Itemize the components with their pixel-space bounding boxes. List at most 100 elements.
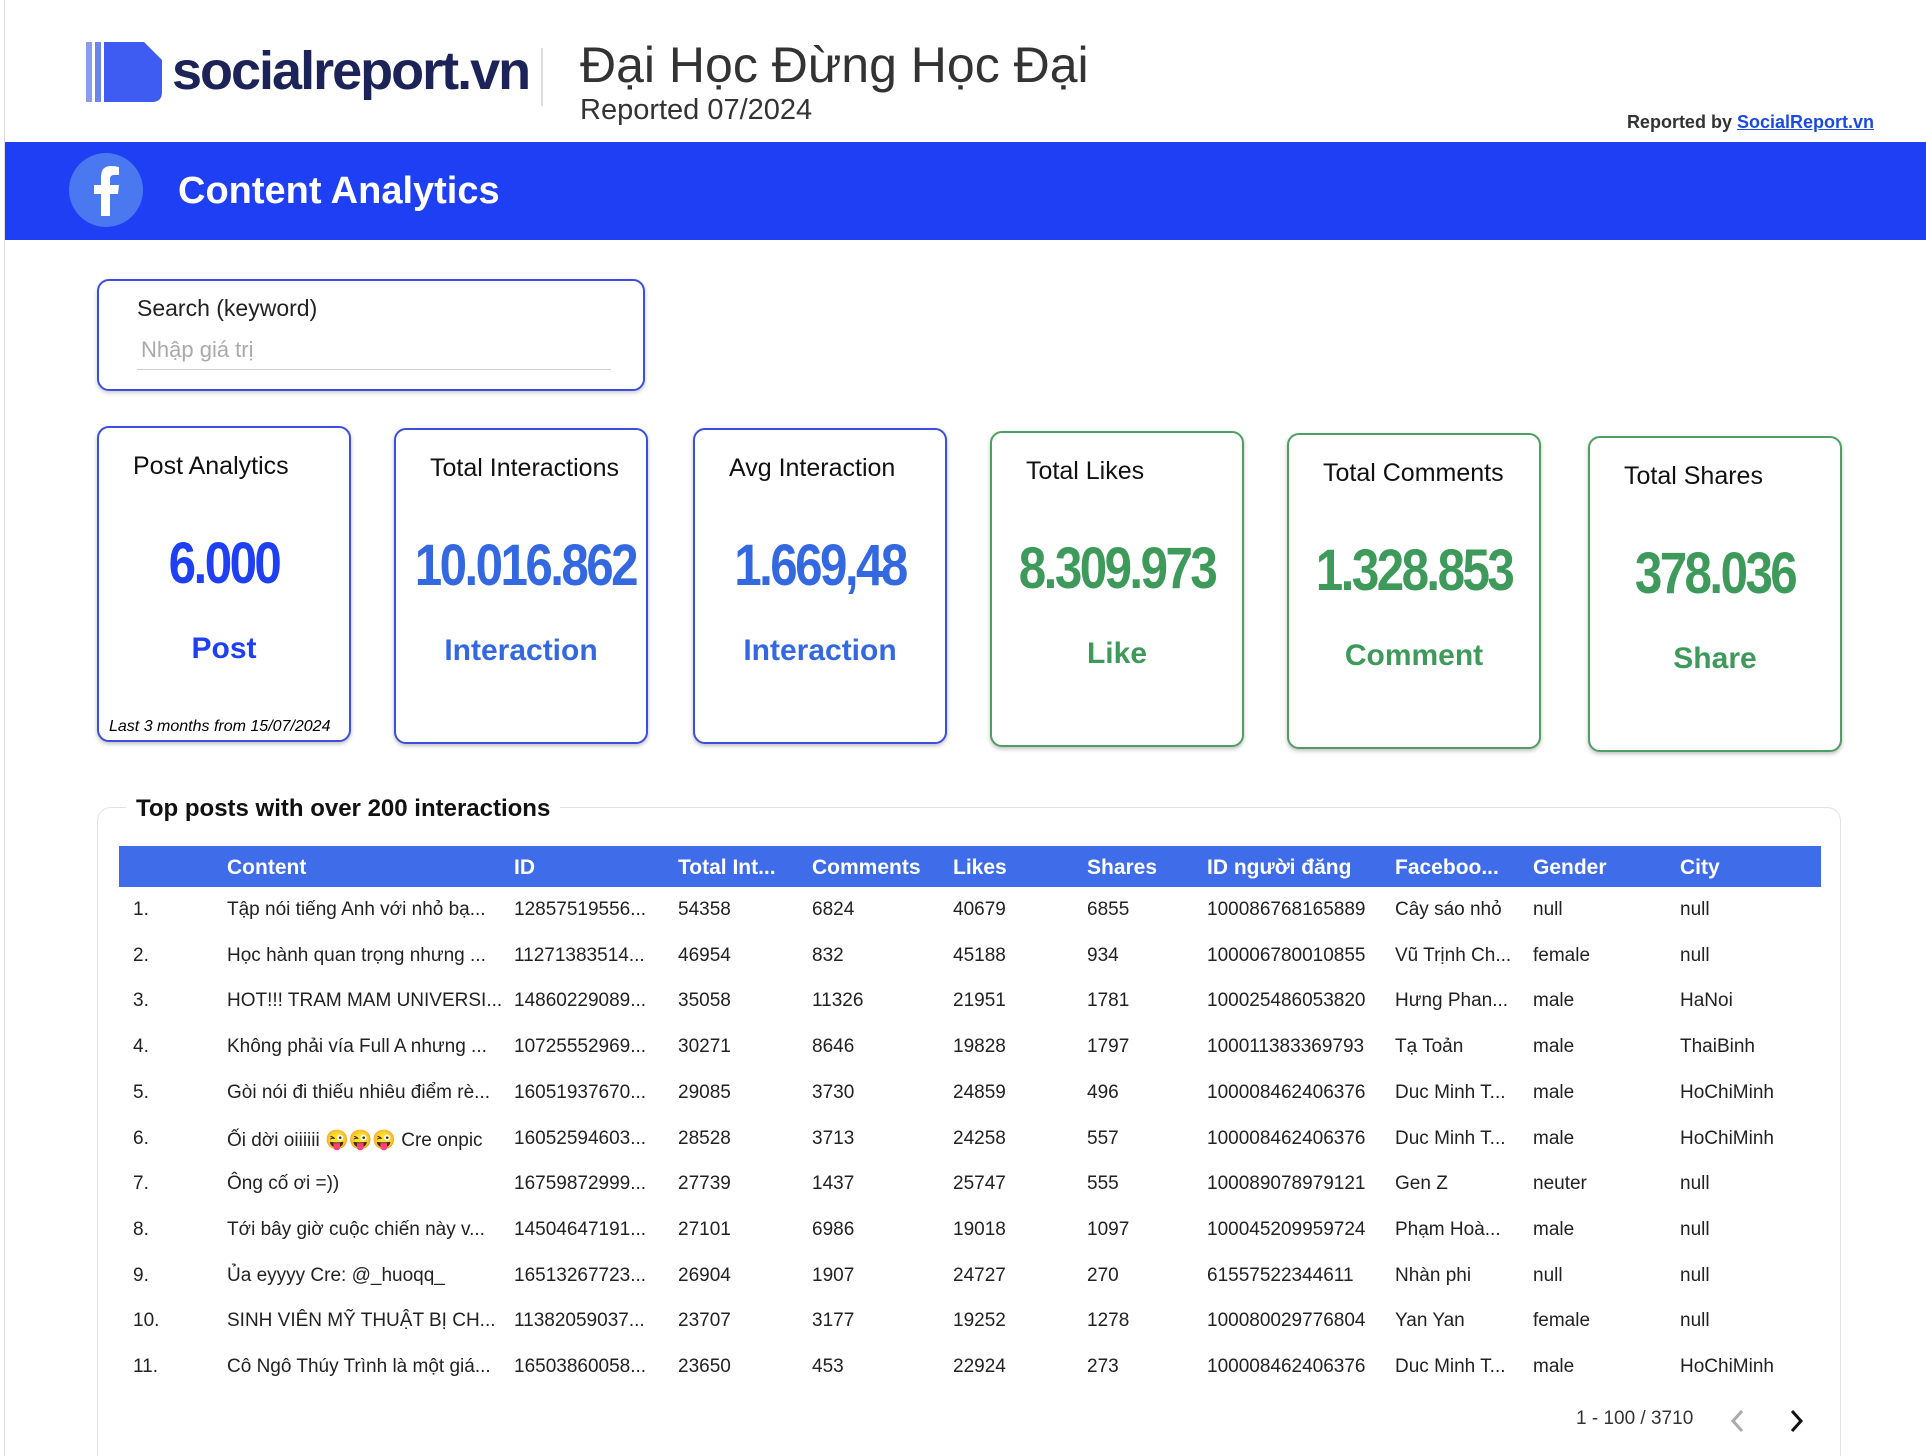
table-cell: Ủa eyyyy Cre: @_huoqq_ bbox=[227, 1264, 445, 1286]
kpi-card: Post Analytics 6.000 Post Last 3 months fro… bbox=[97, 426, 351, 742]
kpi-card: Total Shares 378.036 Share bbox=[1588, 436, 1842, 752]
table-cell: Yan Yan bbox=[1395, 1310, 1465, 1332]
table-cell: male bbox=[1533, 1356, 1575, 1377]
kpi-value: 1.328.853 bbox=[1315, 538, 1515, 603]
table-cell: 100089078979121 bbox=[1207, 1173, 1366, 1195]
table-cell: Vũ Trịnh Ch... bbox=[1395, 944, 1512, 966]
row-number: 11. bbox=[133, 1356, 159, 1377]
kpi-unit: Interaction bbox=[743, 634, 897, 667]
table-cell: Ối dời oiiiiii 😜😜😜 Cre onpic bbox=[227, 1129, 483, 1151]
table-cell: 27739 bbox=[678, 1173, 731, 1195]
table-cell: 8646 bbox=[812, 1036, 855, 1058]
table-cell: null bbox=[1680, 1310, 1710, 1332]
table-cell: 100008462406376 bbox=[1207, 1081, 1366, 1103]
table-cell: 273 bbox=[1087, 1356, 1119, 1377]
table-cell: 3177 bbox=[812, 1310, 855, 1332]
table-cell: null bbox=[1680, 1218, 1710, 1240]
table-cell: null bbox=[1680, 899, 1710, 920]
table-cell: 14504647191... bbox=[514, 1218, 647, 1240]
table-cell: Tới bây giờ cuộc chiến này v... bbox=[227, 1218, 485, 1240]
search-input[interactable]: Nhập giá trị bbox=[137, 337, 611, 370]
table-cell: ThaiBinh bbox=[1680, 1036, 1755, 1058]
table-cell: 100025486053820 bbox=[1207, 990, 1366, 1012]
kpi-card: Avg Interaction 1.669,48 Interaction bbox=[693, 428, 947, 744]
table-cell: Duc Minh T... bbox=[1395, 1127, 1506, 1149]
table-cell: male bbox=[1533, 990, 1575, 1012]
table-cell: 29085 bbox=[678, 1081, 731, 1103]
table-cell: 21951 bbox=[953, 990, 1006, 1012]
table-cell: 3713 bbox=[812, 1127, 855, 1149]
search-box: Search (keyword) Nhập giá trị bbox=[97, 279, 645, 391]
table-cell: 19018 bbox=[953, 1218, 1006, 1240]
kpi-value: 1.669,48 bbox=[734, 533, 908, 598]
table-cell: 100006780010855 bbox=[1207, 944, 1366, 966]
table-cell: female bbox=[1533, 1310, 1591, 1332]
next-page[interactable] bbox=[1790, 1409, 1804, 1433]
row-number: 7. bbox=[133, 1173, 149, 1195]
table-title: Top posts with over 200 interactions bbox=[126, 795, 561, 823]
table-cell: null bbox=[1680, 1173, 1710, 1195]
table-cell: 1797 bbox=[1087, 1036, 1130, 1058]
table-cell: 11382059037... bbox=[514, 1310, 645, 1332]
divider bbox=[541, 48, 543, 106]
kpi-value: 6.000 bbox=[168, 531, 282, 596]
reported-by-link[interactable]: SocialReport.vn bbox=[1736, 112, 1874, 132]
table-cell: Không phải vía Full A nhưng ... bbox=[227, 1036, 487, 1058]
prev-page[interactable] bbox=[1730, 1409, 1744, 1433]
column-header: ID bbox=[514, 856, 535, 879]
table-cell: null bbox=[1533, 1264, 1563, 1286]
table-cell: 100008462406376 bbox=[1207, 1356, 1366, 1377]
table-cell: 100086768165889 bbox=[1207, 899, 1366, 920]
table-cell: 14860229089... bbox=[514, 990, 647, 1012]
table-cell: HoChiMinh bbox=[1680, 1127, 1774, 1149]
table-cell: 496 bbox=[1087, 1081, 1119, 1103]
table-cell: female bbox=[1533, 944, 1591, 966]
column-header: Total Int... bbox=[678, 856, 776, 879]
table-cell: 555 bbox=[1087, 1173, 1119, 1195]
report-subtitle: Reported 07/2024 bbox=[580, 94, 813, 126]
kpi-unit: Interaction bbox=[444, 634, 598, 667]
table-cell: 16503860058... bbox=[514, 1356, 647, 1377]
table-cell: 54358 bbox=[678, 899, 731, 920]
table-cell: HoChiMinh bbox=[1680, 1081, 1774, 1103]
banner-title: Content Analytics bbox=[178, 170, 500, 212]
table-cell: 1097 bbox=[1087, 1218, 1130, 1240]
table-cell: Cô Ngô Thúy Trình là một giá... bbox=[227, 1356, 491, 1377]
table-cell: Tập nói tiếng Anh với nhỏ bạ... bbox=[227, 899, 486, 920]
table-cell: null bbox=[1680, 1264, 1710, 1286]
table-cell: 30271 bbox=[678, 1036, 731, 1058]
table-cell: 16513267723... bbox=[514, 1264, 647, 1286]
table-cell: 46954 bbox=[678, 944, 731, 966]
kpi-title: Total Interactions bbox=[430, 454, 619, 482]
kpi-title: Post Analytics bbox=[133, 452, 289, 480]
table-cell: 934 bbox=[1087, 944, 1119, 966]
table-cell: 1781 bbox=[1087, 990, 1130, 1012]
table-cell: 27101 bbox=[678, 1218, 731, 1240]
table-cell: 19828 bbox=[953, 1036, 1006, 1058]
table-cell: Duc Minh T... bbox=[1395, 1081, 1506, 1103]
table-cell: 100045209959724 bbox=[1207, 1218, 1366, 1240]
table-cell: 28528 bbox=[678, 1127, 731, 1149]
table-cell: 1907 bbox=[812, 1264, 855, 1286]
kpi-title: Avg Interaction bbox=[729, 454, 896, 482]
logo-text: socialreport.vn bbox=[172, 41, 531, 101]
table-cell: 35058 bbox=[678, 990, 731, 1012]
table-cell: 26904 bbox=[678, 1264, 731, 1286]
table-cell: Học hành quan trọng nhưng ... bbox=[227, 944, 486, 966]
kpi-title: Total Likes bbox=[1026, 457, 1145, 485]
table-cell: 40679 bbox=[953, 899, 1006, 920]
table-cell: 100080029776804 bbox=[1207, 1310, 1366, 1332]
table-cell: 100011383369793 bbox=[1207, 1036, 1365, 1058]
facebook-icon bbox=[69, 153, 143, 227]
table-cell: 11271383514... bbox=[514, 944, 645, 966]
kpi-title: Total Shares bbox=[1624, 462, 1763, 490]
data-table: Content ID Total Int... Comments Likes Shares… bbox=[119, 846, 1821, 1426]
table-cell: male bbox=[1533, 1081, 1575, 1103]
table-cell: 100008462406376 bbox=[1207, 1127, 1366, 1149]
table-cell: HaNoi bbox=[1680, 990, 1733, 1012]
row-number: 6. bbox=[133, 1127, 149, 1149]
table-cell: 22924 bbox=[953, 1356, 1006, 1377]
table-cell: null bbox=[1533, 899, 1563, 920]
row-number: 2. bbox=[133, 944, 149, 966]
frame bbox=[4, 0, 1926, 1456]
